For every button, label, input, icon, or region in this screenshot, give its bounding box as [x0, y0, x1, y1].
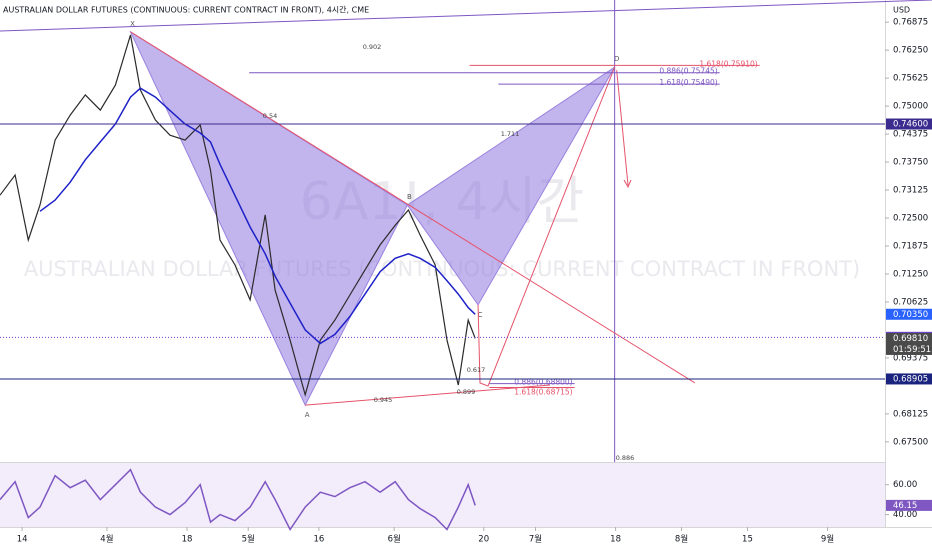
projection-line [477, 66, 616, 387]
y-tick-label: 0.76875 [893, 18, 928, 28]
x-tick-label: 9월 [821, 534, 834, 545]
price-tag-label: 0.69810 [893, 334, 928, 344]
countdown: 01:59:51 [893, 345, 931, 355]
y-tick-label: 0.71250 [893, 269, 928, 279]
price-tag [886, 332, 932, 355]
pattern-point-label: X [130, 20, 135, 28]
fib-level-label: 0.886(0.68800) [514, 378, 572, 387]
pattern-point-label: A [305, 411, 310, 419]
y-tick-label: 0.73125 [893, 186, 928, 196]
x-tick-label: 18 [182, 535, 193, 545]
y-tick-label: 0.70625 [893, 297, 928, 307]
x-tick-label: 7월 [529, 534, 542, 545]
y-tick-label: 0.71875 [893, 241, 928, 251]
price-tag [886, 373, 932, 385]
x-tick-label: 6월 [388, 534, 401, 545]
rsi-background [0, 463, 885, 527]
price-tag-label: 0.70350 [893, 310, 928, 320]
fib-level-label: 1.618(0.75910) [699, 59, 757, 68]
ratio-label: 0.902 [363, 43, 382, 51]
trend-line-red [305, 384, 551, 406]
fib-level-label: 0.886(0.75745) [659, 67, 717, 76]
rsi-tag-label: 46.15 [893, 501, 917, 511]
ratio-label: 1.711 [501, 130, 520, 138]
ratio-label: 0.899 [457, 388, 476, 396]
chart-title: AUSTRALIAN DOLLAR FUTURES (CONTINUOUS: C… [3, 5, 369, 15]
rsi-line [0, 468, 476, 531]
y-tick-label: 0.73750 [893, 158, 928, 168]
rsi-tag [886, 499, 932, 511]
price-tag-label: 0.68905 [893, 374, 928, 384]
y-tick-label: 0.75625 [893, 74, 928, 84]
harmonic-pattern [406, 66, 616, 306]
price-tag-label: 0.74600 [893, 120, 928, 130]
harmonic-pattern [129, 30, 409, 407]
x-tick-label: 4월 [100, 534, 113, 545]
y-tick-label: 0.72500 [893, 214, 928, 224]
x-tick-label: 16 [313, 535, 324, 545]
fib-level-label: 1.618(0.68715) [514, 387, 572, 396]
y-tick-label: 60.00 [893, 480, 917, 490]
x-tick-label: 15 [742, 535, 753, 545]
fib-level-label: 1.618(0.75490) [659, 78, 717, 87]
pattern-point-label: B [407, 193, 412, 201]
ratio-label: 0.945 [374, 396, 393, 404]
y-tick-label: 0.67500 [893, 437, 928, 447]
x-tick-label: 14 [17, 535, 28, 545]
ratio-label: 0.54 [263, 112, 277, 120]
price-tag [886, 118, 932, 130]
y-tick-label: 0.75000 [893, 102, 928, 112]
ratio-label: 0.886 [616, 454, 635, 462]
y-unit: USD [893, 6, 910, 15]
trend-line-red [130, 31, 696, 384]
watermark-name: AUSTRALIAN DOLLAR FUTURES (CONTINUOUS: C… [24, 257, 860, 281]
x-tick-label: 18 [610, 535, 621, 545]
x-tick-label: 5월 [242, 534, 255, 545]
arrow-head [623, 179, 632, 189]
y-tick-label: 0.74375 [893, 130, 928, 140]
ratio-label: 0.617 [467, 366, 486, 374]
pattern-point-label: D [614, 55, 619, 63]
y-tick-label: 0.69375 [893, 353, 928, 363]
price-tag [886, 308, 932, 320]
y-tick-label: 0.76250 [893, 46, 928, 56]
y-tick-label: 40.00 [893, 510, 917, 520]
pattern-point-label: C [478, 311, 483, 319]
price-line [0, 34, 476, 398]
x-tick-label: 8월 [675, 534, 688, 545]
x-tick-label: 20 [478, 535, 489, 545]
y-tick-label: 0.68125 [893, 409, 928, 419]
trend-line [0, 0, 932, 32]
moving-average-line [39, 87, 476, 345]
target-arrow [616, 70, 629, 186]
